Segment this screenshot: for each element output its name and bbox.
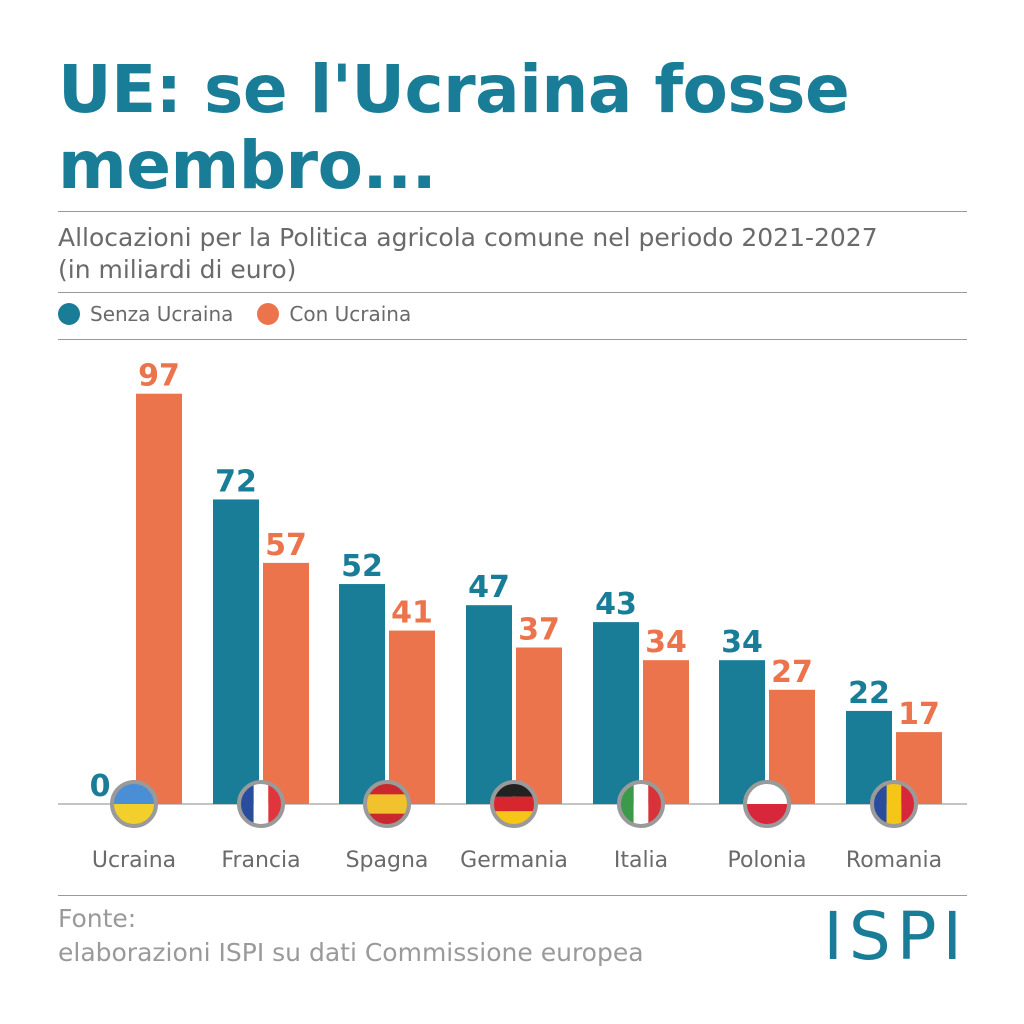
category-label: Italia — [614, 848, 668, 873]
ukraine-flag-icon — [110, 780, 158, 828]
legend-label: Senza Ucraina — [90, 302, 234, 326]
data-label: 72 — [215, 464, 257, 499]
bar-senza-ucraina-polonia — [719, 660, 765, 804]
data-label: 22 — [848, 676, 890, 711]
subtitle-line-2: (in miliardi di euro) — [58, 255, 297, 284]
divider — [58, 211, 967, 212]
bar-con-ucraina-germania — [516, 647, 562, 804]
source-label: Fonte: — [58, 904, 137, 933]
data-label: 34 — [721, 625, 763, 660]
data-label: 57 — [265, 528, 307, 563]
category-label: Romania — [846, 848, 942, 873]
spain-flag-icon — [363, 780, 411, 828]
legend-swatch — [257, 303, 280, 325]
data-label: 97 — [138, 359, 180, 394]
source-note: Fonte: elaborazioni ISPI su dati Commiss… — [58, 902, 644, 970]
bar-con-ucraina-francia — [263, 562, 309, 804]
data-label: 43 — [595, 587, 637, 622]
ispi-logo: ISPI — [823, 898, 968, 975]
chart-subtitle: Allocazioni per la Politica agricola com… — [58, 222, 967, 286]
legend-item-senza-ucraina: Senza Ucraina — [58, 302, 233, 326]
bar-con-ucraina-italia — [643, 660, 689, 804]
category-label: Germania — [460, 848, 568, 873]
subtitle-line-1: Allocazioni per la Politica agricola com… — [58, 223, 878, 252]
category-label: Francia — [221, 848, 300, 873]
poland-flag-icon — [743, 780, 791, 828]
data-label: 17 — [898, 697, 940, 732]
romania-flag-icon — [870, 780, 918, 828]
data-label: 0 — [90, 769, 111, 804]
data-label: 37 — [518, 612, 560, 647]
bar-con-ucraina-ucraina — [136, 393, 182, 804]
data-label: 27 — [771, 655, 813, 690]
germany-flag-icon — [490, 780, 538, 828]
page-title: UE: se l'Ucraina fosse membro... — [58, 51, 850, 204]
bar-senza-ucraina-francia — [213, 499, 259, 804]
data-label: 41 — [391, 596, 433, 631]
bar-senza-ucraina-germania — [466, 605, 512, 804]
data-label: 47 — [468, 570, 510, 605]
divider — [58, 895, 967, 896]
italy-flag-icon — [617, 780, 665, 828]
france-flag-icon — [237, 780, 285, 828]
data-label: 52 — [341, 549, 383, 584]
chart-legend: Senza Ucraina Con Ucraina — [58, 298, 435, 330]
source-text: elaborazioni ISPI su dati Commissione eu… — [58, 938, 644, 967]
legend-label: Con Ucraina — [289, 302, 412, 326]
bar-senza-ucraina-spagna — [339, 584, 385, 804]
bar-con-ucraina-spagna — [389, 630, 435, 804]
legend-swatch — [58, 303, 80, 325]
data-label: 34 — [645, 625, 687, 660]
category-label: Polonia — [727, 848, 806, 873]
divider — [58, 292, 967, 293]
category-label: Spagna — [346, 848, 429, 873]
divider — [58, 339, 967, 340]
category-label: Ucraina — [92, 848, 176, 873]
bar-senza-ucraina-italia — [593, 622, 639, 804]
legend-item-con-ucraina: Con Ucraina — [257, 302, 411, 326]
